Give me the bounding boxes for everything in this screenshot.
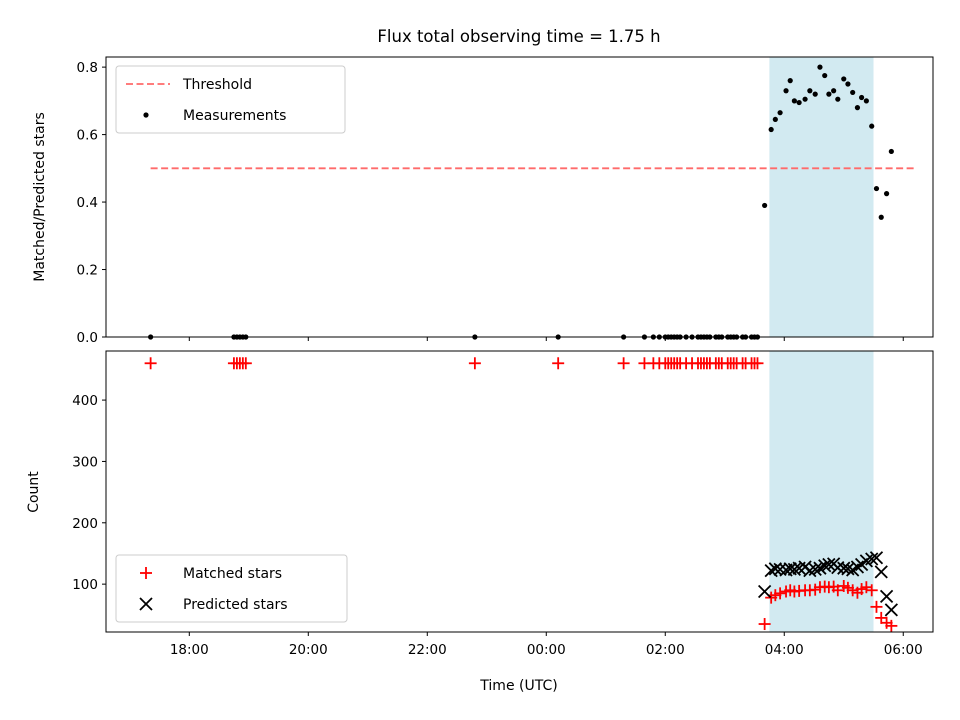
count-panel: 100 200 300 400 18:00 20:00 22:00 00:00 02:00 04… <box>26 350 934 694</box>
predicted-star-point <box>822 557 836 572</box>
predicted-star-point <box>808 562 822 577</box>
highlight-band <box>769 351 874 632</box>
x-axis-label: Time (UTC) <box>479 678 557 694</box>
measurement-point <box>826 91 832 97</box>
predicted-star-point <box>874 565 888 579</box>
y-tick-label: 0.8 <box>77 60 98 76</box>
y-tick-label: 100 <box>72 577 98 593</box>
highlight-band <box>769 57 874 337</box>
predicted-legend-marker <box>139 597 153 611</box>
matched-star-point <box>865 584 878 597</box>
y-tick-label: 0.4 <box>77 195 98 211</box>
measurements-legend-label: Measurements <box>183 108 286 124</box>
predicted-star-point <box>768 562 782 576</box>
count-points <box>144 357 898 632</box>
count-y-ticks: 100 200 300 400 <box>72 393 106 593</box>
matched-star-point <box>758 618 771 631</box>
measurement-point <box>796 99 802 106</box>
predicted-star-point <box>869 551 884 565</box>
predicted-star-point <box>773 562 787 577</box>
measurement-point <box>835 96 841 102</box>
predicted-star-point <box>850 560 865 574</box>
x-tick-label: 06:00 <box>884 642 923 658</box>
count-legend-box <box>115 554 348 623</box>
ratio-x-ticks <box>188 337 904 341</box>
measurement-point <box>845 81 851 87</box>
measurement-point <box>873 185 880 192</box>
measurement-point <box>831 88 837 94</box>
count-panel-frame <box>105 350 934 633</box>
measurement-point <box>859 94 865 101</box>
measurement-point <box>783 88 789 94</box>
y-tick-label: 400 <box>72 393 98 409</box>
matched-star-point <box>239 357 252 370</box>
matched-star-point <box>751 357 764 370</box>
count-x-ticks: 18:00 20:00 22:00 00:00 02:00 04:00 06:00 <box>170 632 923 658</box>
threshold-legend-label: Threshold <box>182 77 252 93</box>
count-y-label: Count <box>26 471 42 513</box>
predicted-star-point <box>884 603 898 617</box>
x-tick-label: 00:00 <box>527 642 566 658</box>
measurement-point <box>772 116 778 123</box>
chart-title: Flux total observing time = 1.75 h <box>377 27 660 46</box>
matched-star-point <box>875 611 888 624</box>
measurement-point <box>777 110 783 116</box>
y-tick-label: 300 <box>72 454 98 470</box>
matched-star-point <box>617 357 630 370</box>
measurement-point <box>869 123 875 129</box>
x-tick-label: 02:00 <box>646 642 685 658</box>
predicted-star-point <box>757 584 772 599</box>
predicted-legend-label: Predicted stars <box>183 597 288 613</box>
matched-star-point <box>552 357 565 370</box>
measurement-point <box>807 88 813 94</box>
ratio-panel: 0.00.20.40.60.8 Matched/Predicted stars … <box>32 56 934 346</box>
measurement-point <box>791 98 797 104</box>
y-tick-label: 0.6 <box>77 128 98 144</box>
measurement-point <box>883 191 890 197</box>
ratio-y-ticks: 0.0 0.2 0.4 0.6 0.8 <box>77 60 106 346</box>
predicted-star-point <box>879 589 894 604</box>
measurement-point <box>812 91 818 97</box>
predicted-star-point <box>803 564 817 578</box>
matched-star-point <box>860 581 873 594</box>
predicted-star-point <box>865 552 879 566</box>
measurement-point <box>768 126 774 133</box>
x-tick-label: 04:00 <box>765 642 804 658</box>
measurement-point <box>841 76 847 82</box>
matched-star-point <box>468 357 481 370</box>
measurement-point <box>878 214 884 220</box>
x-tick-label: 20:00 <box>289 642 328 658</box>
matched-legend-marker <box>140 567 152 579</box>
y-tick-label: 200 <box>72 516 98 532</box>
matched-star-point <box>774 587 787 600</box>
measurement-point <box>817 64 823 70</box>
measurements-legend-marker <box>143 112 149 118</box>
ratio-legend: Threshold Measurements <box>115 65 346 134</box>
measurement-point <box>762 202 768 209</box>
ratio-y-label: Matched/Predicted stars <box>32 112 48 282</box>
y-tick-label: 0.0 <box>77 330 98 346</box>
measurement-point <box>888 148 894 155</box>
predicted-star-point <box>787 562 802 577</box>
measurement-point <box>850 89 856 96</box>
matched-star-point <box>144 357 157 370</box>
x-tick-label: 18:00 <box>170 642 209 658</box>
count-legend: Matched stars Predicted stars <box>115 554 348 623</box>
measurement-point <box>787 78 793 84</box>
ratio-panel-frame <box>105 56 934 338</box>
x-tick-label: 22:00 <box>408 642 447 658</box>
y-tick-label: 0.2 <box>77 263 98 279</box>
measurement-point <box>802 96 808 102</box>
ratio-legend-box <box>115 65 346 134</box>
matched-star-point <box>870 600 883 613</box>
matched-legend-label: Matched stars <box>183 566 282 582</box>
measurement-point <box>863 98 869 104</box>
matched-star-point <box>885 619 898 632</box>
measurement-point <box>854 105 861 111</box>
measurement-point <box>822 72 828 79</box>
